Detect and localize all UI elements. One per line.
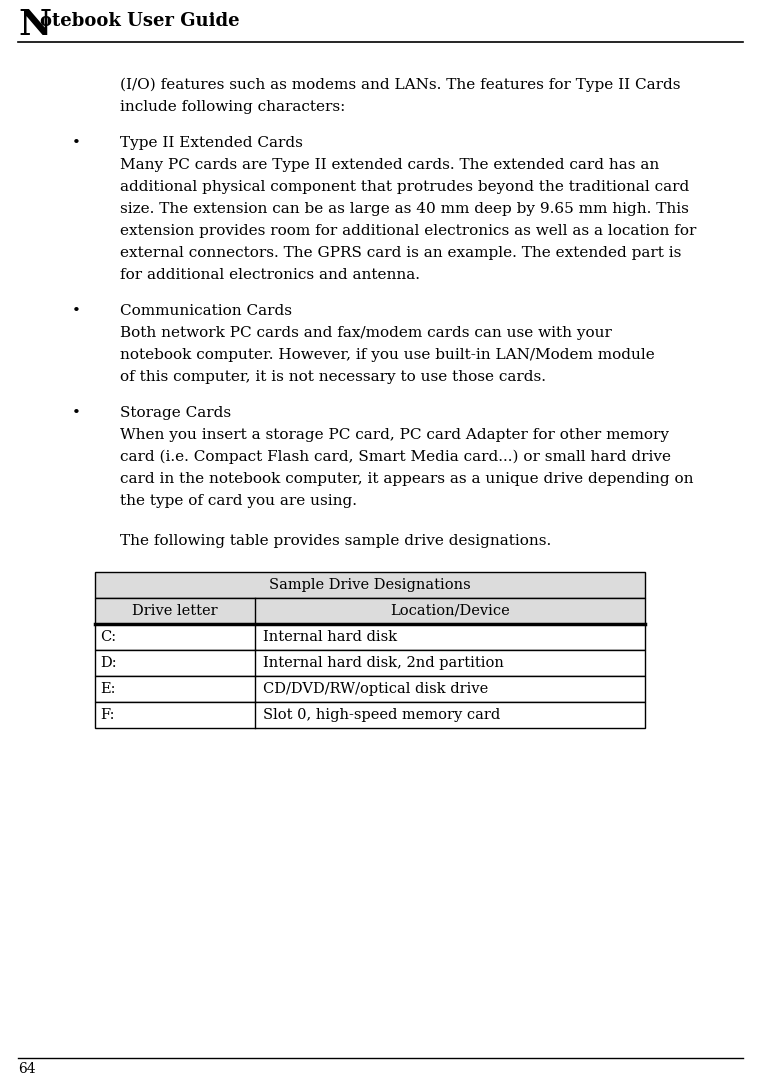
Text: •: • <box>72 304 81 318</box>
Text: Both network PC cards and fax/modem cards can use with your: Both network PC cards and fax/modem card… <box>120 326 612 341</box>
Text: include following characters:: include following characters: <box>120 101 345 114</box>
Text: Type II Extended Cards: Type II Extended Cards <box>120 136 303 150</box>
Text: otebook User Guide: otebook User Guide <box>40 12 240 30</box>
Text: Many PC cards are Type II extended cards. The extended card has an: Many PC cards are Type II extended cards… <box>120 158 659 172</box>
Bar <box>95 624 645 650</box>
Text: 64: 64 <box>18 1062 36 1076</box>
Text: D:: D: <box>100 656 116 670</box>
Text: (I/O) features such as modems and LANs. The features for Type II Cards: (I/O) features such as modems and LANs. … <box>120 78 680 92</box>
Text: •: • <box>72 136 81 150</box>
Text: E:: E: <box>100 682 116 696</box>
Text: of this computer, it is not necessary to use those cards.: of this computer, it is not necessary to… <box>120 370 546 384</box>
Text: Sample Drive Designations: Sample Drive Designations <box>269 578 471 592</box>
Text: additional physical component that protrudes beyond the traditional card: additional physical component that protr… <box>120 181 689 193</box>
Text: The following table provides sample drive designations.: The following table provides sample driv… <box>120 534 551 548</box>
Text: Communication Cards: Communication Cards <box>120 304 292 318</box>
Text: C:: C: <box>100 630 116 644</box>
Text: F:: F: <box>100 708 114 722</box>
Text: •: • <box>72 406 81 421</box>
Text: N: N <box>18 8 51 42</box>
Text: card (i.e. Compact Flash card, Smart Media card...) or small hard drive: card (i.e. Compact Flash card, Smart Med… <box>120 450 671 465</box>
Text: size. The extension can be as large as 40 mm deep by 9.65 mm high. This: size. The extension can be as large as 4… <box>120 202 689 216</box>
Bar <box>95 572 645 598</box>
Text: notebook computer. However, if you use built-in LAN/Modem module: notebook computer. However, if you use b… <box>120 348 654 362</box>
Text: external connectors. The GPRS card is an example. The extended part is: external connectors. The GPRS card is an… <box>120 246 681 261</box>
Text: Location/Device: Location/Device <box>390 604 510 618</box>
Text: CD/DVD/RW/optical disk drive: CD/DVD/RW/optical disk drive <box>263 682 489 696</box>
Text: extension provides room for additional electronics as well as a location for: extension provides room for additional e… <box>120 224 696 238</box>
Bar <box>95 702 645 728</box>
Bar <box>95 598 645 624</box>
Text: for additional electronics and antenna.: for additional electronics and antenna. <box>120 268 420 282</box>
Text: the type of card you are using.: the type of card you are using. <box>120 494 357 508</box>
Bar <box>95 676 645 702</box>
Text: Drive letter: Drive letter <box>132 604 218 618</box>
Text: Storage Cards: Storage Cards <box>120 406 231 421</box>
Text: Internal hard disk: Internal hard disk <box>263 630 397 644</box>
Text: Internal hard disk, 2nd partition: Internal hard disk, 2nd partition <box>263 656 504 670</box>
Text: Slot 0, high-speed memory card: Slot 0, high-speed memory card <box>263 708 500 722</box>
Bar <box>95 650 645 676</box>
Text: card in the notebook computer, it appears as a unique drive depending on: card in the notebook computer, it appear… <box>120 472 693 486</box>
Text: When you insert a storage PC card, PC card Adapter for other memory: When you insert a storage PC card, PC ca… <box>120 428 669 442</box>
